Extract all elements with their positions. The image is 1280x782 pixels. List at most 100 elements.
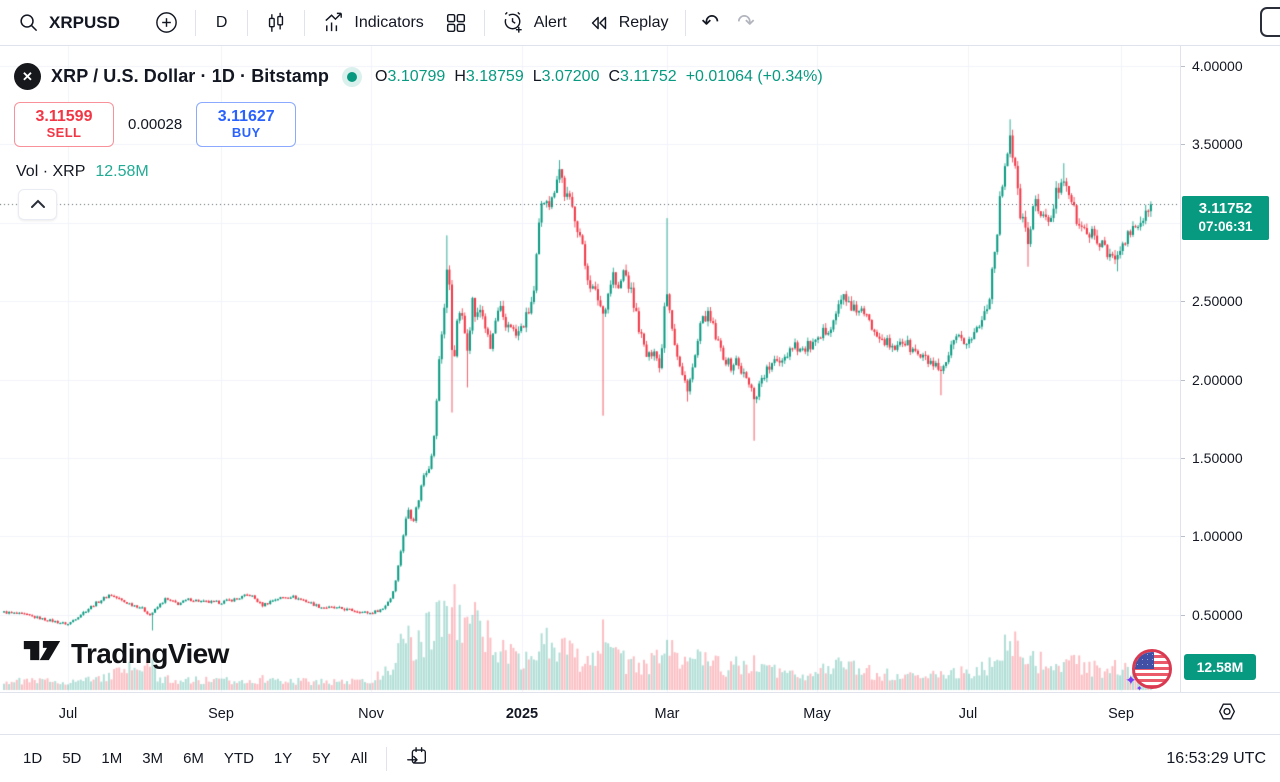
change-value: +0.01064 (+0.34%) (685, 67, 823, 85)
time-tick-label: Sep (208, 705, 234, 722)
timescale-settings-icon[interactable] (1216, 700, 1238, 727)
price-tick-mark (1181, 144, 1185, 146)
time-tick-label: May (803, 705, 831, 722)
go-to-date-button[interactable] (397, 740, 437, 777)
search-icon (18, 12, 39, 33)
bottom-toolbar: 1D 5D 1M 3M 6M YTD 1Y 5Y All 16:53:29 UTC (0, 734, 1280, 782)
interval-button[interactable]: D (202, 8, 242, 38)
replay-rewind-icon (587, 11, 611, 35)
current-price-badge: 3.11752 07:06:31 (1182, 196, 1269, 240)
time-tick-label: 2025 (505, 705, 539, 722)
price-tick-mark (1181, 536, 1185, 538)
footer-separator (386, 746, 388, 771)
xrp-logo-icon: ✕ (14, 63, 41, 90)
price-tick-mark (1181, 301, 1185, 303)
volume-label: Vol · XRP (16, 163, 86, 180)
toolbar-separator (247, 9, 249, 36)
grid-layout-icon (444, 11, 468, 35)
replay-label: Replay (618, 13, 669, 31)
calendar-go-icon (405, 747, 429, 772)
trade-panel: 3.11599 SELL 0.00028 3.11627 BUY (14, 102, 297, 147)
alert-button[interactable]: Alert (491, 4, 577, 41)
alert-label: Alert (533, 13, 567, 31)
panel-toggle-icon[interactable] (1260, 7, 1280, 37)
interval-label: D (215, 13, 228, 31)
price-tick-mark (1181, 614, 1185, 616)
range-button-6m[interactable]: 6M (174, 743, 213, 774)
chart-area: ✕ XRP / U.S. Dollar · 1D · Bitstamp O3.1… (0, 46, 1280, 693)
candlestick-style-icon (264, 11, 288, 35)
price-tick-mark (1181, 66, 1185, 67)
price-tick-label: 0.50000 (1192, 606, 1243, 623)
price-tick-mark (1181, 458, 1185, 459)
indicators-icon (321, 10, 346, 35)
time-tick-label: Jul (58, 705, 78, 722)
tradingview-watermark-text: TradingView (71, 637, 229, 669)
price-tick-label: 2.00000 (1192, 371, 1243, 388)
indicators-label: Indicators (354, 13, 424, 31)
ohlc-values: O3.10799 H3.18759 L3.07200 C3.11752 +0.0… (375, 67, 823, 85)
chart-style-button[interactable] (254, 5, 298, 41)
redo-icon[interactable]: ↷ (737, 11, 755, 34)
chevron-up-icon (30, 196, 46, 214)
volume-legend: Vol · XRP 12.58M (16, 163, 149, 181)
top-toolbar: XRPUSD D (0, 0, 1280, 46)
low-value: 3.07200 (541, 67, 600, 85)
undo-icon[interactable]: ↶ (701, 11, 720, 34)
indicator-templates-button[interactable] (434, 5, 478, 41)
price-tick-label: 1.00000 (1192, 528, 1243, 545)
range-button-3m[interactable]: 3M (133, 743, 172, 774)
price-axis[interactable]: 4.00000 3.50000 2.50000 2.00000 1.50000 1.000… (1180, 46, 1280, 692)
volume-badge: 12.58M (1184, 654, 1256, 680)
plus-circle-icon (154, 10, 179, 35)
toolbar-separator (483, 9, 485, 36)
compare-add-symbol-button[interactable] (144, 4, 189, 41)
time-tick-label: Mar (654, 705, 680, 722)
date-range-buttons: 1D 5D 1M 3M 6M YTD 1Y 5Y All (14, 743, 376, 774)
clock-utc[interactable]: 16:53:29 UTC (1166, 749, 1266, 767)
time-tick-label: Nov (358, 705, 384, 722)
symbol-search-button[interactable]: XRPUSD (8, 6, 130, 39)
us-flag-icon (1132, 649, 1172, 689)
undo-redo-group: ↶ ↷ (702, 10, 755, 35)
spread-value: 0.00028 (128, 116, 183, 133)
price-tick-mark (1181, 379, 1185, 381)
range-button-5d[interactable]: 5D (53, 743, 90, 774)
symbol-title[interactable]: XRP / U.S. Dollar · 1D · Bitstamp (51, 66, 330, 86)
indicators-button[interactable]: Indicators (311, 4, 433, 41)
range-button-5y[interactable]: 5Y (303, 743, 339, 774)
toolbar-separator (194, 9, 196, 36)
range-button-ytd[interactable]: YTD (215, 743, 263, 774)
range-button-1m[interactable]: 1M (92, 743, 131, 774)
buy-price: 3.11627 (217, 107, 275, 125)
time-axis[interactable]: Jul Sep Nov 2025 Mar May Jul Sep (0, 692, 1280, 734)
price-chart-canvas[interactable] (0, 46, 1180, 692)
tradingview-watermark[interactable]: TradingView (22, 636, 229, 671)
price-tick-label: 2.50000 (1192, 293, 1243, 310)
time-tick-label: Jul (958, 705, 978, 722)
symbol-name: XRPUSD (49, 12, 120, 32)
volume-value: 12.58M (95, 163, 149, 180)
tradingview-logo-icon (22, 636, 62, 671)
toolbar-separator (304, 9, 306, 36)
alert-clock-icon (501, 10, 526, 35)
price-tick-label: 1.50000 (1192, 450, 1243, 466)
price-tick-label: 4.00000 (1192, 58, 1243, 74)
buy-button[interactable]: 3.11627 BUY (196, 102, 297, 147)
assistant-cursor-overlay: ✦ ✦ (1125, 647, 1172, 693)
sparkle-icon: ✦ (1125, 672, 1137, 688)
sparkle-small-icon: ✦ (1136, 684, 1143, 693)
toolbar-separator (684, 9, 686, 36)
sell-button[interactable]: 3.11599 SELL (14, 102, 114, 147)
high-value: 3.18759 (465, 67, 524, 85)
range-button-1y[interactable]: 1Y (265, 743, 301, 774)
sell-price: 3.11599 (35, 107, 93, 125)
collapse-legend-button[interactable] (18, 189, 57, 220)
replay-button[interactable]: Replay (577, 5, 679, 41)
badge-price: 3.11752 (1198, 200, 1253, 218)
close-value: 3.11752 (620, 67, 677, 85)
range-button-1d[interactable]: 1D (14, 743, 51, 774)
range-button-all[interactable]: All (342, 743, 377, 774)
market-status-dot-icon[interactable] (342, 66, 363, 87)
